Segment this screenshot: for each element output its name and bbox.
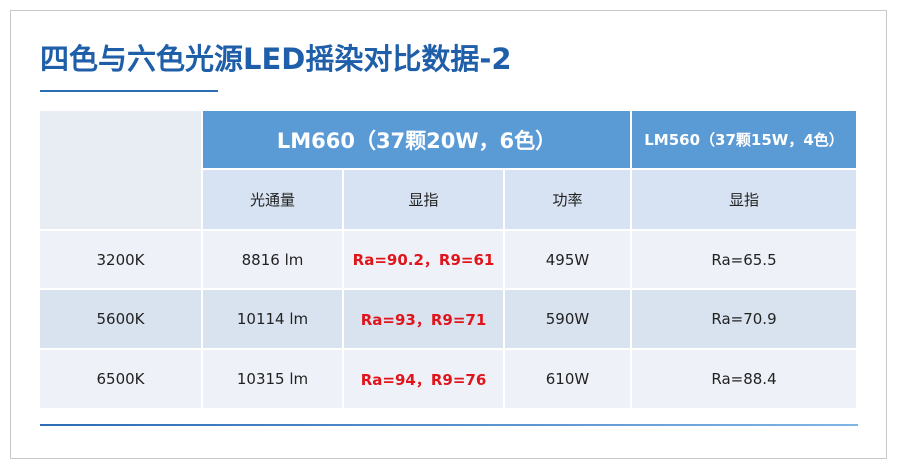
column-header: 显指 <box>632 170 858 231</box>
table-cell: Ra=94，R9=76 <box>344 350 505 410</box>
title: 四色与六色光源LED摇染对比数据-2 <box>40 42 512 76</box>
column-header: 光通量 <box>203 170 344 231</box>
table-cell: 610W <box>505 350 632 410</box>
table-cell: 6500K <box>40 350 203 410</box>
table-cell: 590W <box>505 290 632 350</box>
table-cell: Ra=70.9 <box>632 290 858 350</box>
table-cell: 5600K <box>40 290 203 350</box>
table-cell: Ra=93，R9=71 <box>344 290 505 350</box>
table-cell: 10114 lm <box>203 290 344 350</box>
group-header: LM660（37颗20W，6色） <box>203 111 632 170</box>
table-cell: Ra=90.2，R9=61 <box>344 231 505 290</box>
table-cell: 3200K <box>40 231 203 290</box>
table-cell: Ra=88.4 <box>632 350 858 410</box>
table-cell: Ra=65.5 <box>632 231 858 290</box>
bottom-line <box>40 424 858 426</box>
frame <box>10 10 887 459</box>
title-underline <box>40 90 218 92</box>
group-header: LM560（37颗15W，4色） <box>632 111 858 170</box>
corner-cell <box>40 111 203 231</box>
table-cell: 8816 lm <box>203 231 344 290</box>
column-header: 显指 <box>344 170 505 231</box>
table-cell: 495W <box>505 231 632 290</box>
table-cell: 10315 lm <box>203 350 344 410</box>
column-header: 功率 <box>505 170 632 231</box>
